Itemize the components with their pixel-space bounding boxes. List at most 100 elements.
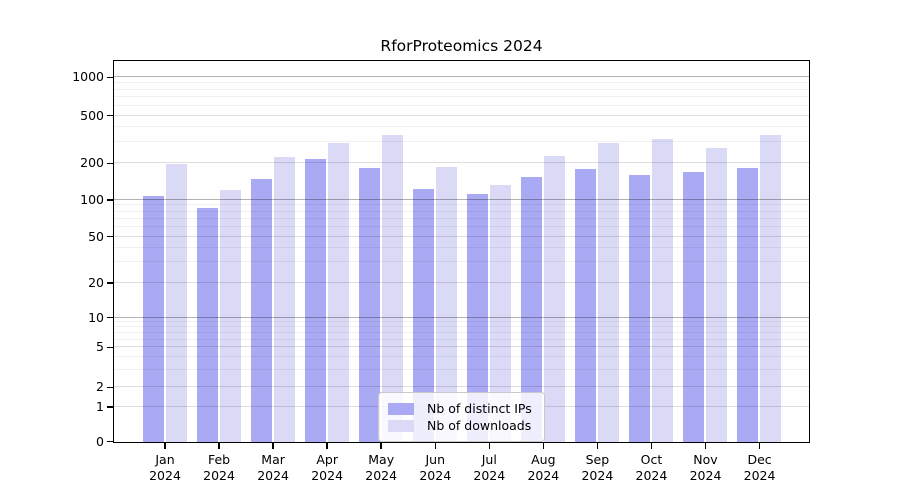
bar-ips-dec (737, 167, 759, 442)
plot-area: Nb of distinct IPs Nb of downloads (113, 60, 810, 443)
y-tick-label-100: 100 (80, 191, 104, 207)
y-tick-label-0: 0 (96, 433, 104, 449)
y-tick-mark-0 (106, 440, 114, 443)
legend-item-downloads: Nb of downloads (388, 418, 532, 433)
x-tick-month: Dec (747, 452, 772, 467)
legend-label: Nb of downloads (427, 418, 532, 433)
y-tick-label-1000: 1000 (72, 69, 104, 85)
x-tick-label-jan: Jan 2024 (135, 452, 195, 484)
x-tick-mark-oct (650, 443, 653, 449)
bar-downloads-may (381, 134, 403, 442)
bar-ips-feb (196, 207, 218, 442)
x-tick-month: Mar (261, 452, 285, 467)
y-tick-mark-20 (106, 282, 114, 284)
x-tick-year: 2024 (743, 468, 776, 483)
bar-downloads-dec (760, 134, 782, 442)
x-tick-year: 2024 (365, 468, 398, 483)
bar-ips-sep (574, 168, 596, 442)
bar-downloads-jan (165, 163, 187, 442)
x-tick-year: 2024 (311, 468, 344, 483)
x-tick-month: Aug (531, 452, 556, 467)
bar-downloads-jun (435, 166, 457, 442)
legend-swatch (388, 402, 414, 415)
x-tick-mark-nov (704, 443, 707, 449)
x-tick-label-apr: Apr 2024 (297, 452, 357, 484)
x-tick-month: Feb (207, 452, 231, 467)
bar-ips-mar (250, 179, 272, 442)
x-tick-label-feb: Feb 2024 (189, 452, 249, 484)
bar-ips-jan (142, 196, 164, 442)
y-tick-label-500: 500 (80, 107, 104, 123)
y-tick-mark-200 (106, 162, 114, 165)
y-tick-mark-50 (106, 235, 114, 238)
bar-downloads-mar (273, 156, 295, 442)
y-tick-label-5: 5 (96, 339, 104, 355)
x-tick-label-jul: Jul 2024 (459, 452, 519, 484)
y-tick-mark-1000 (106, 76, 114, 79)
bar-ips-nov (683, 172, 704, 442)
y-tick-label-20: 20 (88, 274, 104, 290)
y-tick-mark-1 (106, 406, 114, 408)
y-tick-label-2: 2 (96, 379, 104, 395)
x-tick-year: 2024 (581, 468, 614, 483)
bar-downloads-oct (651, 138, 673, 442)
x-tick-month: Jun (425, 452, 446, 467)
legend-label: Nb of distinct IPs (427, 401, 532, 416)
x-tick-mark-jan (164, 443, 166, 449)
x-tick-mark-apr (326, 443, 328, 449)
y-tick-label-50: 50 (88, 228, 104, 244)
y-tick-mark-500 (106, 114, 114, 117)
x-tick-year: 2024 (149, 468, 181, 483)
bar-ips-aug (520, 177, 542, 442)
y-tick-mark-10 (106, 316, 114, 319)
bar-ips-may (358, 167, 380, 442)
x-tick-label-dec: Dec 2024 (730, 452, 790, 484)
x-tick-month: Nov (693, 452, 718, 467)
x-tick-label-may: May 2024 (351, 452, 411, 484)
legend-swatch (388, 419, 414, 432)
x-tick-mark-aug (542, 443, 545, 449)
y-tick-mark-100 (106, 199, 114, 201)
x-tick-mark-jun (434, 443, 436, 449)
x-tick-mark-sep (596, 443, 599, 449)
x-tick-month: Oct (640, 452, 663, 467)
x-tick-month: Jul (481, 452, 497, 467)
x-tick-mark-jul (488, 443, 491, 449)
y-tick-label-10: 10 (88, 309, 104, 325)
x-tick-label-sep: Sep 2024 (567, 452, 627, 484)
y-tick-mark-5 (106, 346, 114, 349)
x-tick-year: 2024 (689, 468, 722, 483)
x-tick-label-mar: Mar 2024 (243, 452, 303, 484)
x-tick-year: 2024 (635, 468, 668, 483)
x-tick-year: 2024 (257, 468, 289, 483)
bar-ips-apr (304, 158, 326, 442)
x-tick-year: 2024 (419, 468, 452, 483)
x-tick-month: Sep (585, 452, 610, 467)
bar-downloads-sep (597, 143, 619, 442)
bar-ips-jul (466, 193, 488, 442)
legend: Nb of distinct IPs Nb of downloads (378, 392, 545, 442)
bar-downloads-nov (706, 147, 727, 442)
y-tick-label-1: 1 (96, 399, 104, 415)
bar-downloads-apr (327, 143, 349, 442)
x-tick-label-jun: Jun 2024 (405, 452, 465, 484)
x-tick-mark-dec (758, 443, 761, 449)
x-tick-year: 2024 (527, 468, 560, 483)
y-tick-mark-2 (106, 386, 114, 389)
x-tick-year: 2024 (473, 468, 506, 483)
bar-ips-jun (412, 189, 434, 442)
x-tick-month: May (368, 452, 395, 467)
bar-downloads-feb (219, 189, 241, 442)
x-tick-mark-may (380, 443, 382, 449)
x-tick-month: Apr (316, 452, 338, 467)
x-tick-year: 2024 (203, 468, 235, 483)
bar-downloads-aug (543, 156, 565, 442)
chart-title: RforProteomics 2024 (380, 37, 543, 55)
bars-layer (114, 61, 809, 442)
x-tick-label-aug: Aug 2024 (513, 452, 573, 484)
x-tick-mark-mar (272, 443, 274, 449)
x-tick-label-nov: Nov 2024 (676, 452, 736, 484)
x-tick-mark-feb (218, 443, 220, 449)
legend-item-distinct-ips: Nb of distinct IPs (388, 401, 532, 416)
